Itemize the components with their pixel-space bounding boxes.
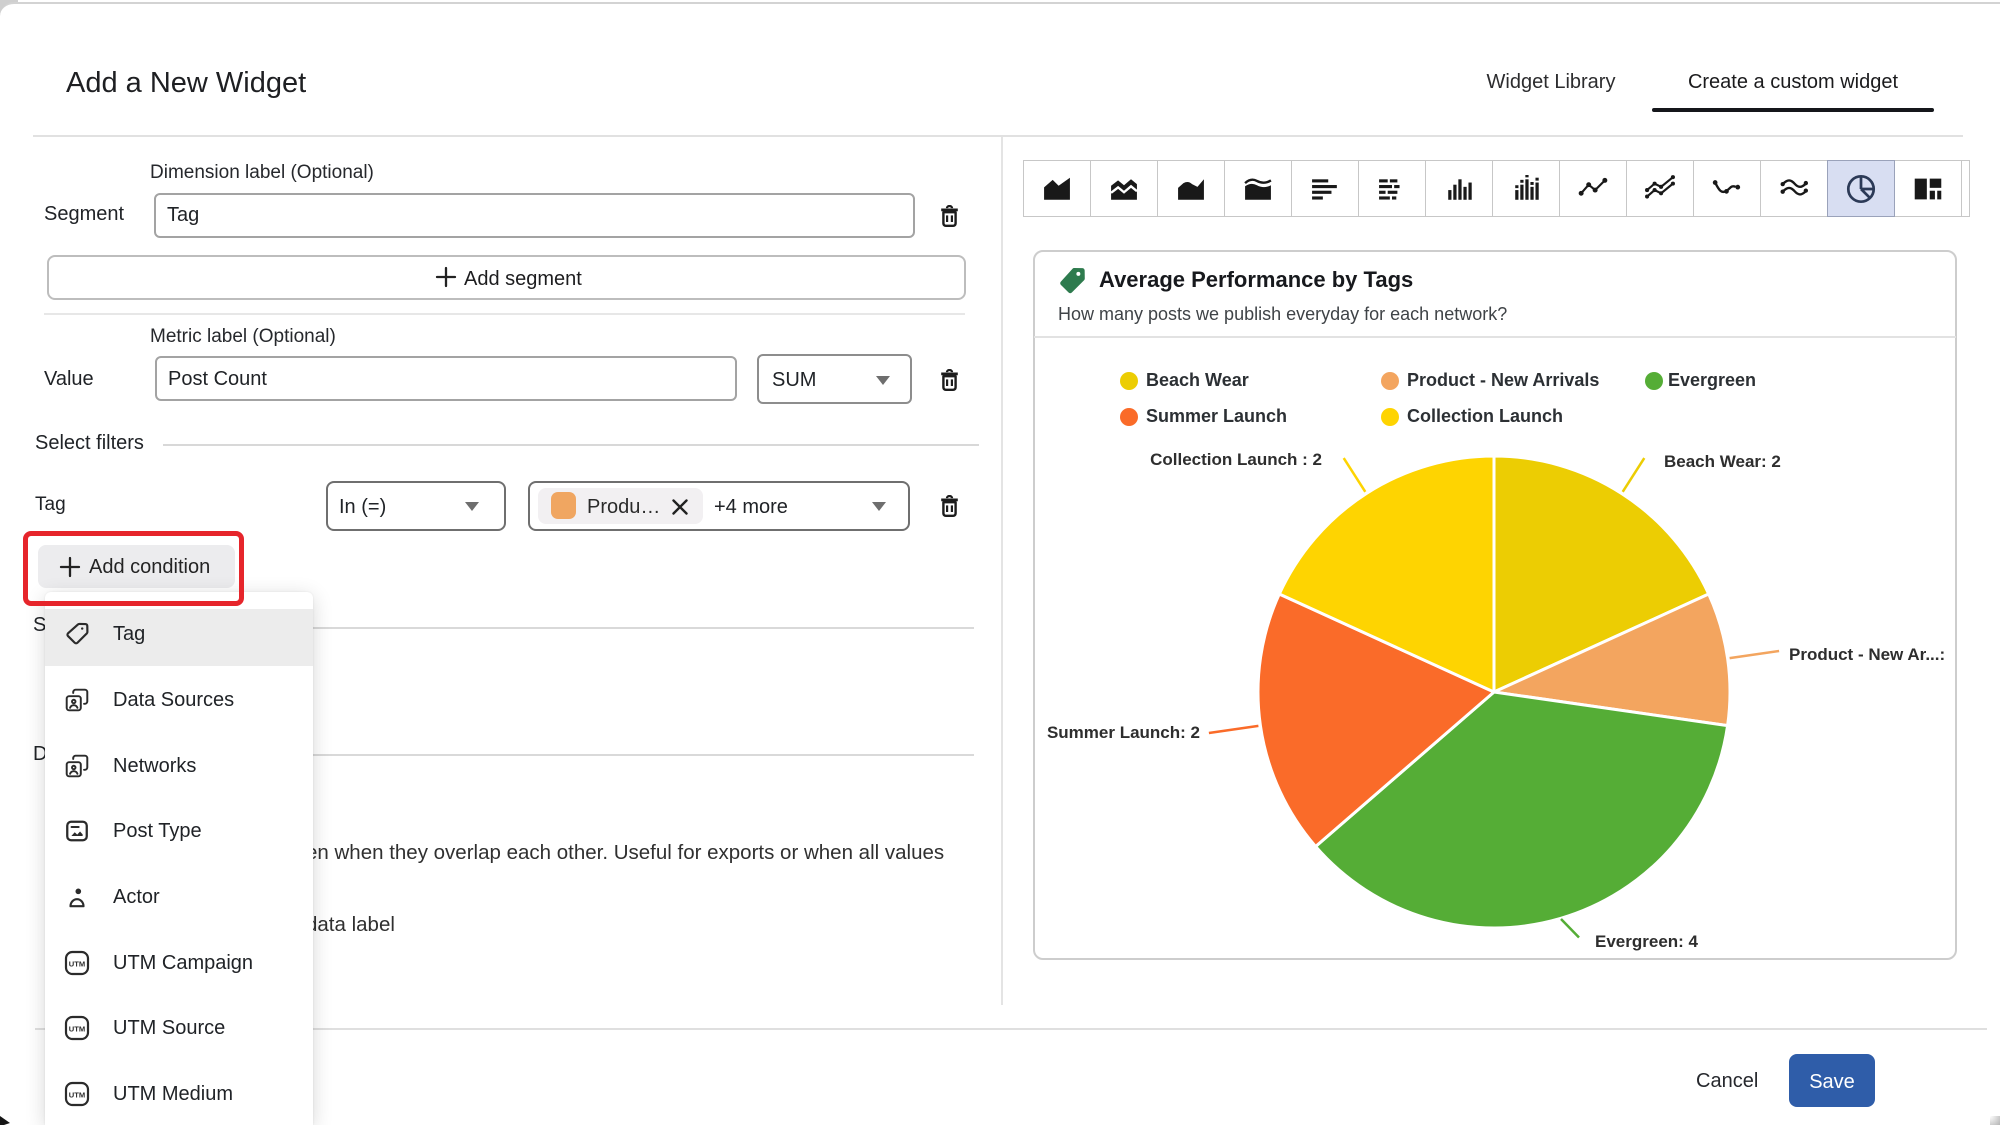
svg-text:UTM: UTM: [69, 959, 85, 968]
svg-text:UTM: UTM: [69, 1090, 85, 1099]
svg-text:UTM: UTM: [69, 1024, 85, 1033]
